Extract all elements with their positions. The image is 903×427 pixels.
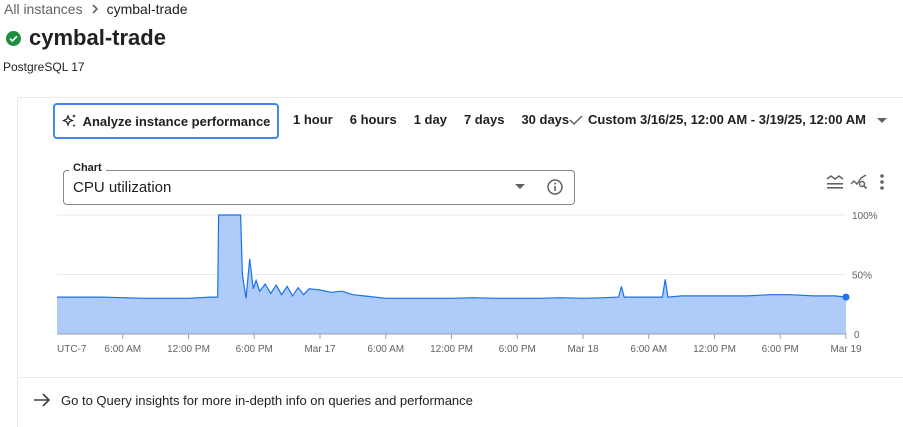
y-tick-label: 50%: [852, 271, 872, 282]
x-tick-label: 12:00 PM: [167, 344, 210, 355]
legend-icon[interactable]: [826, 174, 844, 190]
range-1-hour[interactable]: 1 hour: [293, 112, 333, 127]
range-6-hours[interactable]: 6 hours: [349, 112, 397, 127]
last-point-marker: [842, 293, 850, 301]
x-tick-label: 6:00 AM: [367, 344, 404, 355]
query-insights-link[interactable]: Go to Query insights for more in-depth i…: [33, 392, 473, 408]
breadcrumb-all-instances[interactable]: All instances: [4, 1, 83, 17]
x-tick-label: Mar 18: [567, 344, 599, 355]
series-line: [57, 214, 847, 299]
x-tick-label: Mar 17: [304, 344, 336, 355]
page-title: cymbal-trade: [6, 25, 166, 51]
chevron-right-icon: [92, 4, 98, 14]
chart-select[interactable]: [63, 170, 575, 205]
cpu-utilization-chart: 100% 50% 0 UTC-7 6:00 AM 12:00 PM 6:00 PM Mar 1…: [57, 211, 878, 355]
area-fill: [57, 215, 846, 334]
sparkle-icon: [61, 114, 76, 127]
range-30-days[interactable]: 30 days: [521, 112, 570, 127]
range-7-days[interactable]: 7 days: [463, 112, 505, 127]
more-vert-icon[interactable]: [878, 173, 886, 191]
range-1-day[interactable]: 1 day: [413, 112, 447, 127]
custom-range-dropdown[interactable]: Custom 3/16/25, 12:00 AM - 3/19/25, 12:0…: [569, 112, 893, 127]
check-icon: [569, 114, 583, 125]
info-icon[interactable]: [546, 178, 564, 196]
arrow-forward-icon: [34, 393, 51, 407]
x-tick-label: 6:00 AM: [630, 344, 667, 355]
x-tick-label: 6:00 PM: [499, 344, 536, 355]
breadcrumb-current: cymbal-trade: [106, 1, 188, 17]
instance-version: PostgreSQL 17: [3, 60, 85, 74]
chart-select-value: CPU utilization: [73, 179, 172, 196]
x-tick-label: 6:00 PM: [762, 344, 799, 355]
y-tick-label: 100%: [852, 211, 878, 222]
instance-name: cymbal-trade: [29, 25, 166, 50]
caret-down-icon: [876, 117, 887, 123]
x-tick-label: 12:00 PM: [430, 344, 473, 355]
check-circle-icon: [6, 30, 21, 46]
x-tick-label: UTC-7: [57, 344, 87, 355]
divider: [18, 377, 903, 378]
breadcrumb: All instances cymbal-trade: [4, 1, 188, 17]
explore-icon[interactable]: [850, 174, 868, 190]
analyze-performance-button[interactable]: Analyze instance performance: [53, 103, 279, 139]
x-tick-label: Mar 19: [830, 344, 862, 355]
y-tick-label: 0: [854, 330, 860, 341]
chart-select-label: Chart: [69, 162, 106, 174]
time-range-tabs: 1 hour 6 hours 1 day 7 days 30 days: [293, 112, 569, 127]
custom-range-label: Custom 3/16/25, 12:00 AM - 3/19/25, 12:0…: [588, 112, 866, 127]
x-tick-label: 6:00 PM: [236, 344, 273, 355]
performance-card: [17, 97, 903, 427]
query-insights-text: Go to Query insights for more in-depth i…: [61, 392, 473, 408]
dropdown-arrow-icon[interactable]: [514, 183, 526, 191]
x-tick-label: 12:00 PM: [693, 344, 736, 355]
x-tick-label: 6:00 AM: [104, 344, 141, 355]
analyze-label: Analyze instance performance: [82, 113, 271, 129]
